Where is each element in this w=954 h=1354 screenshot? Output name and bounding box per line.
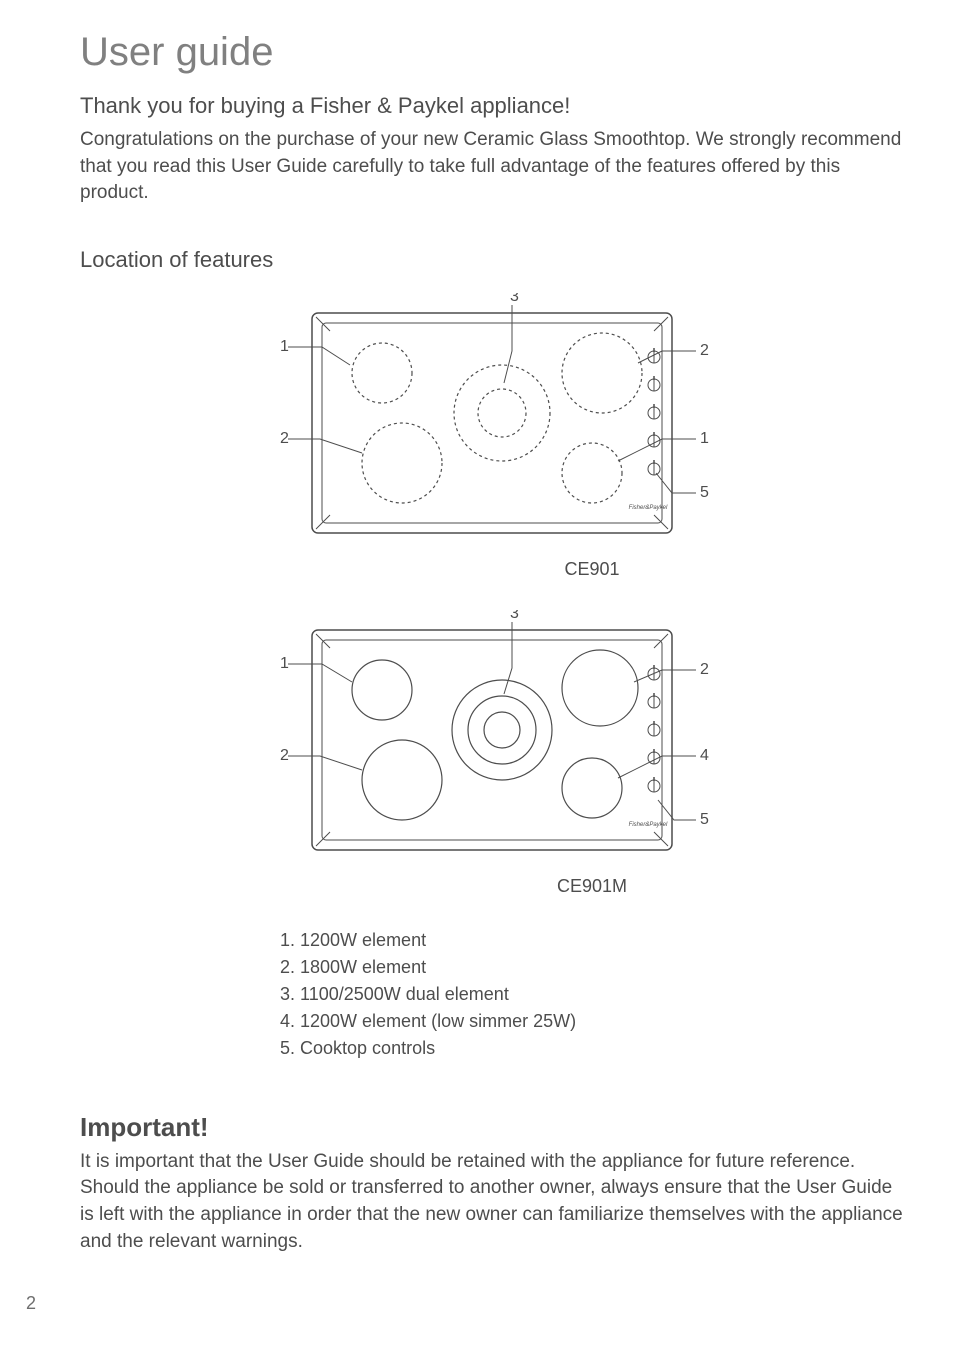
svg-text:Fisher&Paykel: Fisher&Paykel	[629, 505, 668, 511]
diagram-b-caption: CE901M	[312, 876, 672, 897]
location-heading: Location of features	[80, 247, 904, 273]
legend-item: 5. Cooktop controls	[280, 1035, 904, 1062]
feature-legend: 1. 1200W element2. 1800W element3. 1100/…	[280, 927, 904, 1062]
cooktop-diagram-a: Fisher&Paykel 1 2 3 2 1 5	[242, 293, 742, 553]
diagram-ce901m: Fisher&Paykel 1 2 3 2 4 5 CE901M	[80, 610, 904, 897]
page-title: User guide	[80, 30, 904, 75]
svg-text:2: 2	[280, 430, 289, 447]
thank-you-section: Thank you for buying a Fisher & Paykel a…	[80, 93, 904, 207]
legend-item: 2. 1800W element	[280, 954, 904, 981]
svg-text:3: 3	[510, 293, 519, 305]
svg-text:2: 2	[280, 747, 289, 764]
location-section: Location of features Fisher&Paykel 1 2 3 2 1 5…	[80, 247, 904, 1062]
important-heading: Important!	[80, 1112, 904, 1143]
legend-item: 1. 1200W element	[280, 927, 904, 954]
important-section: Important! It is important that the User…	[80, 1112, 904, 1255]
thank-you-body: Congratulations on the purchase of your …	[80, 127, 904, 207]
svg-text:3: 3	[510, 610, 519, 622]
svg-text:1: 1	[280, 655, 289, 672]
legend-item: 3. 1100/2500W dual element	[280, 981, 904, 1008]
svg-text:2: 2	[700, 661, 709, 678]
legend-item: 4. 1200W element (low simmer 25W)	[280, 1008, 904, 1035]
important-body: It is important that the User Guide shou…	[80, 1149, 904, 1255]
page-number: 2	[26, 1293, 36, 1314]
svg-text:2: 2	[700, 342, 709, 359]
diagram-a-caption: CE901	[312, 559, 672, 580]
svg-text:1: 1	[280, 338, 289, 355]
thank-you-heading: Thank you for buying a Fisher & Paykel a…	[80, 93, 904, 119]
diagram-ce901: Fisher&Paykel 1 2 3 2 1 5 CE901	[80, 293, 904, 580]
cooktop-diagram-b: Fisher&Paykel 1 2 3 2 4 5	[242, 610, 742, 870]
svg-text:4: 4	[700, 747, 709, 764]
svg-text:5: 5	[700, 484, 709, 501]
svg-text:1: 1	[700, 430, 709, 447]
svg-text:5: 5	[700, 811, 709, 828]
svg-text:Fisher&Paykel: Fisher&Paykel	[629, 822, 668, 828]
